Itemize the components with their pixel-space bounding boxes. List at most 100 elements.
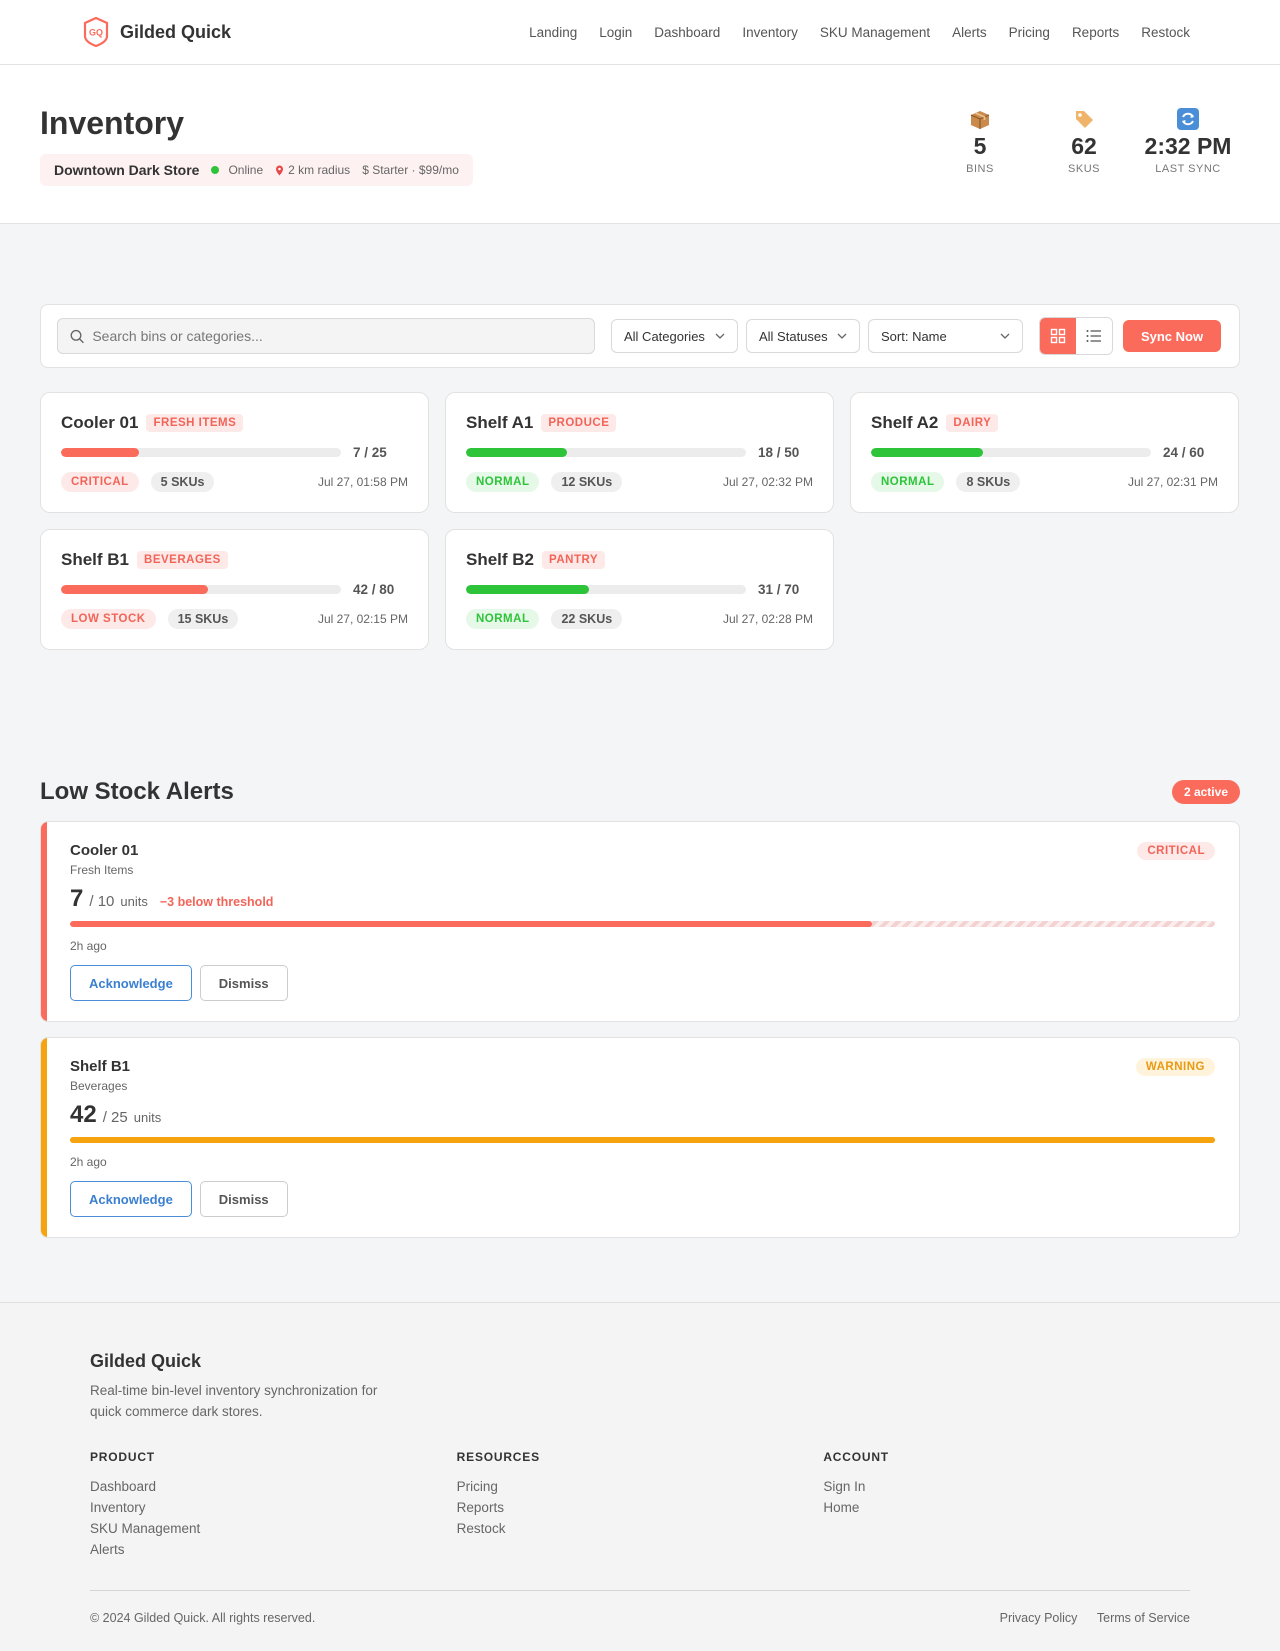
bin-name: Shelf A2 <box>871 413 939 432</box>
store-plan-label: $ Starter · $99/mo <box>362 163 459 177</box>
footer-link-home[interactable]: Home <box>823 1500 860 1515</box>
nav-link-alerts[interactable]: Alerts <box>952 24 987 40</box>
bin-category-tag: PRODUCE <box>541 414 617 432</box>
acknowledge-button[interactable]: Acknowledge <box>70 1181 192 1217</box>
bin-name: Shelf A1 <box>466 413 534 432</box>
alert-progress-fill <box>70 1137 1215 1143</box>
alert-card-critical: Cooler 01 Fresh Items CRITICAL 7 / 10 un… <box>40 821 1240 1022</box>
copyright: © 2024 Gilded Quick. All rights reserved… <box>90 1611 316 1625</box>
stat-bins: 5 BINS <box>928 107 1032 175</box>
bin-capacity-bar <box>871 448 1151 457</box>
footer-link-sku-management[interactable]: SKU Management <box>90 1521 201 1536</box>
store-name: Downtown Dark Store <box>54 162 200 178</box>
grid-view-button[interactable] <box>1040 318 1076 354</box>
dismiss-button[interactable]: Dismiss <box>199 1181 288 1217</box>
bin-name: Shelf B1 <box>61 550 130 569</box>
footer-link-restock[interactable]: Restock <box>456 1521 506 1536</box>
bin-status-badge: NORMAL <box>871 472 945 492</box>
view-toggle <box>1039 317 1113 355</box>
nav-link-sku-management[interactable]: SKU Management <box>819 24 931 40</box>
page-header: Inventory Downtown Dark Store Online 2 k… <box>0 65 1280 224</box>
footer-col-account: ACCOUNT Sign In Home <box>823 1450 1190 1560</box>
bin-capacity-fill <box>466 585 590 594</box>
store-status: Online <box>211 163 263 177</box>
list-view-button[interactable] <box>1076 318 1112 354</box>
footer-link-inventory[interactable]: Inventory <box>90 1500 146 1515</box>
category-filter-select[interactable]: All Categories <box>611 319 738 353</box>
footer-link-pricing[interactable]: Pricing <box>456 1479 498 1494</box>
alert-bin-category: Fresh Items <box>70 863 134 877</box>
bins-grid: Cooler 01 FRESH ITEMS 7 / 25 CRITICAL 5 SK… <box>40 392 1240 650</box>
bin-capacity-bar <box>61 448 341 457</box>
alert-threshold: / 25 <box>102 1109 128 1126</box>
low-stock-alerts: Low Stock Alerts 2 active Cooler 01 Fres… <box>40 778 1240 1238</box>
legal-links: Privacy Policy Terms of Service <box>984 1611 1190 1625</box>
active-alerts-badge: 2 active <box>1171 780 1240 804</box>
shield-logo-icon: GQ <box>83 16 109 48</box>
bin-card[interactable]: Shelf A2 DAIRY 24 / 60 NORMAL 8 SKUs Jul 27… <box>850 392 1239 513</box>
status-filter-select[interactable]: All Statuses <box>746 319 860 353</box>
bin-updated-time: Jul 27, 02:32 PM <box>722 475 813 489</box>
sync-now-button[interactable]: Sync Now <box>1123 320 1221 352</box>
logo-monogram: GQ <box>89 28 103 38</box>
brand[interactable]: GQ Gilded Quick <box>82 16 231 48</box>
nav-link-reports[interactable]: Reports <box>1071 24 1120 40</box>
footer-link-sign-in[interactable]: Sign In <box>823 1479 866 1494</box>
alert-progress-bar <box>70 921 1215 927</box>
bin-card[interactable]: Shelf B2 PANTRY 31 / 70 NORMAL 22 SKUs Jul … <box>445 529 834 650</box>
bin-card[interactable]: Shelf B1 BEVERAGES 42 / 80 LOW STOCK 15 SK… <box>40 529 429 650</box>
bin-sku-count: 22 SKUs <box>551 609 623 629</box>
header-stats: 5 BINS 62 SKUS 2:32 PM LAST SYNC <box>928 107 1240 175</box>
bin-capacity-bar <box>466 585 746 594</box>
list-icon <box>1086 330 1101 342</box>
chevron-down-icon <box>1000 333 1010 339</box>
sync-icon <box>1136 107 1240 131</box>
nav-link-pricing[interactable]: Pricing <box>1008 24 1050 40</box>
footer-col-title: ACCOUNT <box>823 1450 889 1464</box>
footer-link-alerts[interactable]: Alerts <box>90 1542 125 1557</box>
stat-last-sync: 2:32 PM LAST SYNC <box>1136 107 1240 175</box>
bin-category-tag: PANTRY <box>542 551 606 569</box>
nav-link-dashboard[interactable]: Dashboard <box>654 24 721 40</box>
nav-link-landing[interactable]: Landing <box>529 24 578 40</box>
alert-level-badge: CRITICAL <box>1137 842 1215 860</box>
bin-updated-time: Jul 27, 01:58 PM <box>317 475 408 489</box>
stat-bins-value: 5 <box>973 133 987 159</box>
footer-link-dashboard[interactable]: Dashboard <box>90 1479 157 1494</box>
alert-bin-name: Shelf B1 <box>70 1058 131 1075</box>
bin-card[interactable]: Shelf A1 PRODUCE 18 / 50 NORMAL 12 SKUs Jul… <box>445 392 834 513</box>
nav-links: Landing Login Dashboard Inventory SKU Ma… <box>529 25 1190 40</box>
footer-col-resources: RESOURCES Pricing Reports Restock <box>457 1450 824 1560</box>
location-pin-icon <box>276 165 284 175</box>
footer-col-title: PRODUCT <box>90 1450 155 1464</box>
alert-current-units: 42 <box>70 1101 97 1128</box>
nav-link-restock[interactable]: Restock <box>1141 24 1190 40</box>
sort-select[interactable]: Sort: Name <box>868 319 1023 353</box>
bin-count: 42 / 80 <box>353 582 395 597</box>
bin-name: Cooler 01 <box>61 413 139 432</box>
alert-bin-category: Beverages <box>70 1079 128 1093</box>
online-dot-icon <box>211 166 220 174</box>
bin-card[interactable]: Cooler 01 FRESH ITEMS 7 / 25 CRITICAL 5 SK… <box>40 392 429 513</box>
footer-link-reports[interactable]: Reports <box>456 1500 504 1515</box>
terms-of-service-link[interactable]: Terms of Service <box>1096 1611 1190 1625</box>
alert-progress-fill <box>70 921 872 927</box>
privacy-policy-link[interactable]: Privacy Policy <box>999 1611 1078 1625</box>
chevron-down-icon <box>837 333 847 339</box>
bin-category-tag: BEVERAGES <box>137 551 228 569</box>
search-icon <box>70 329 84 343</box>
acknowledge-button[interactable]: Acknowledge <box>70 965 192 1001</box>
bin-sku-count: 8 SKUs <box>956 472 1021 492</box>
dismiss-button[interactable]: Dismiss <box>199 965 288 1001</box>
store-radius: 2 km radius <box>275 163 350 177</box>
bin-capacity-fill <box>466 448 567 457</box>
nav-link-inventory[interactable]: Inventory <box>742 24 798 40</box>
stat-last-sync-label: LAST SYNC <box>1155 163 1221 175</box>
nav-link-login[interactable]: Login <box>599 24 633 40</box>
stat-skus: 62 SKUS <box>1032 107 1136 175</box>
store-info: Downtown Dark Store Online 2 km radius $… <box>40 154 473 186</box>
alert-unit: units <box>120 894 148 909</box>
bin-updated-time: Jul 27, 02:15 PM <box>317 612 408 626</box>
search-input[interactable] <box>92 328 582 344</box>
bin-updated-time: Jul 27, 02:28 PM <box>722 612 813 626</box>
